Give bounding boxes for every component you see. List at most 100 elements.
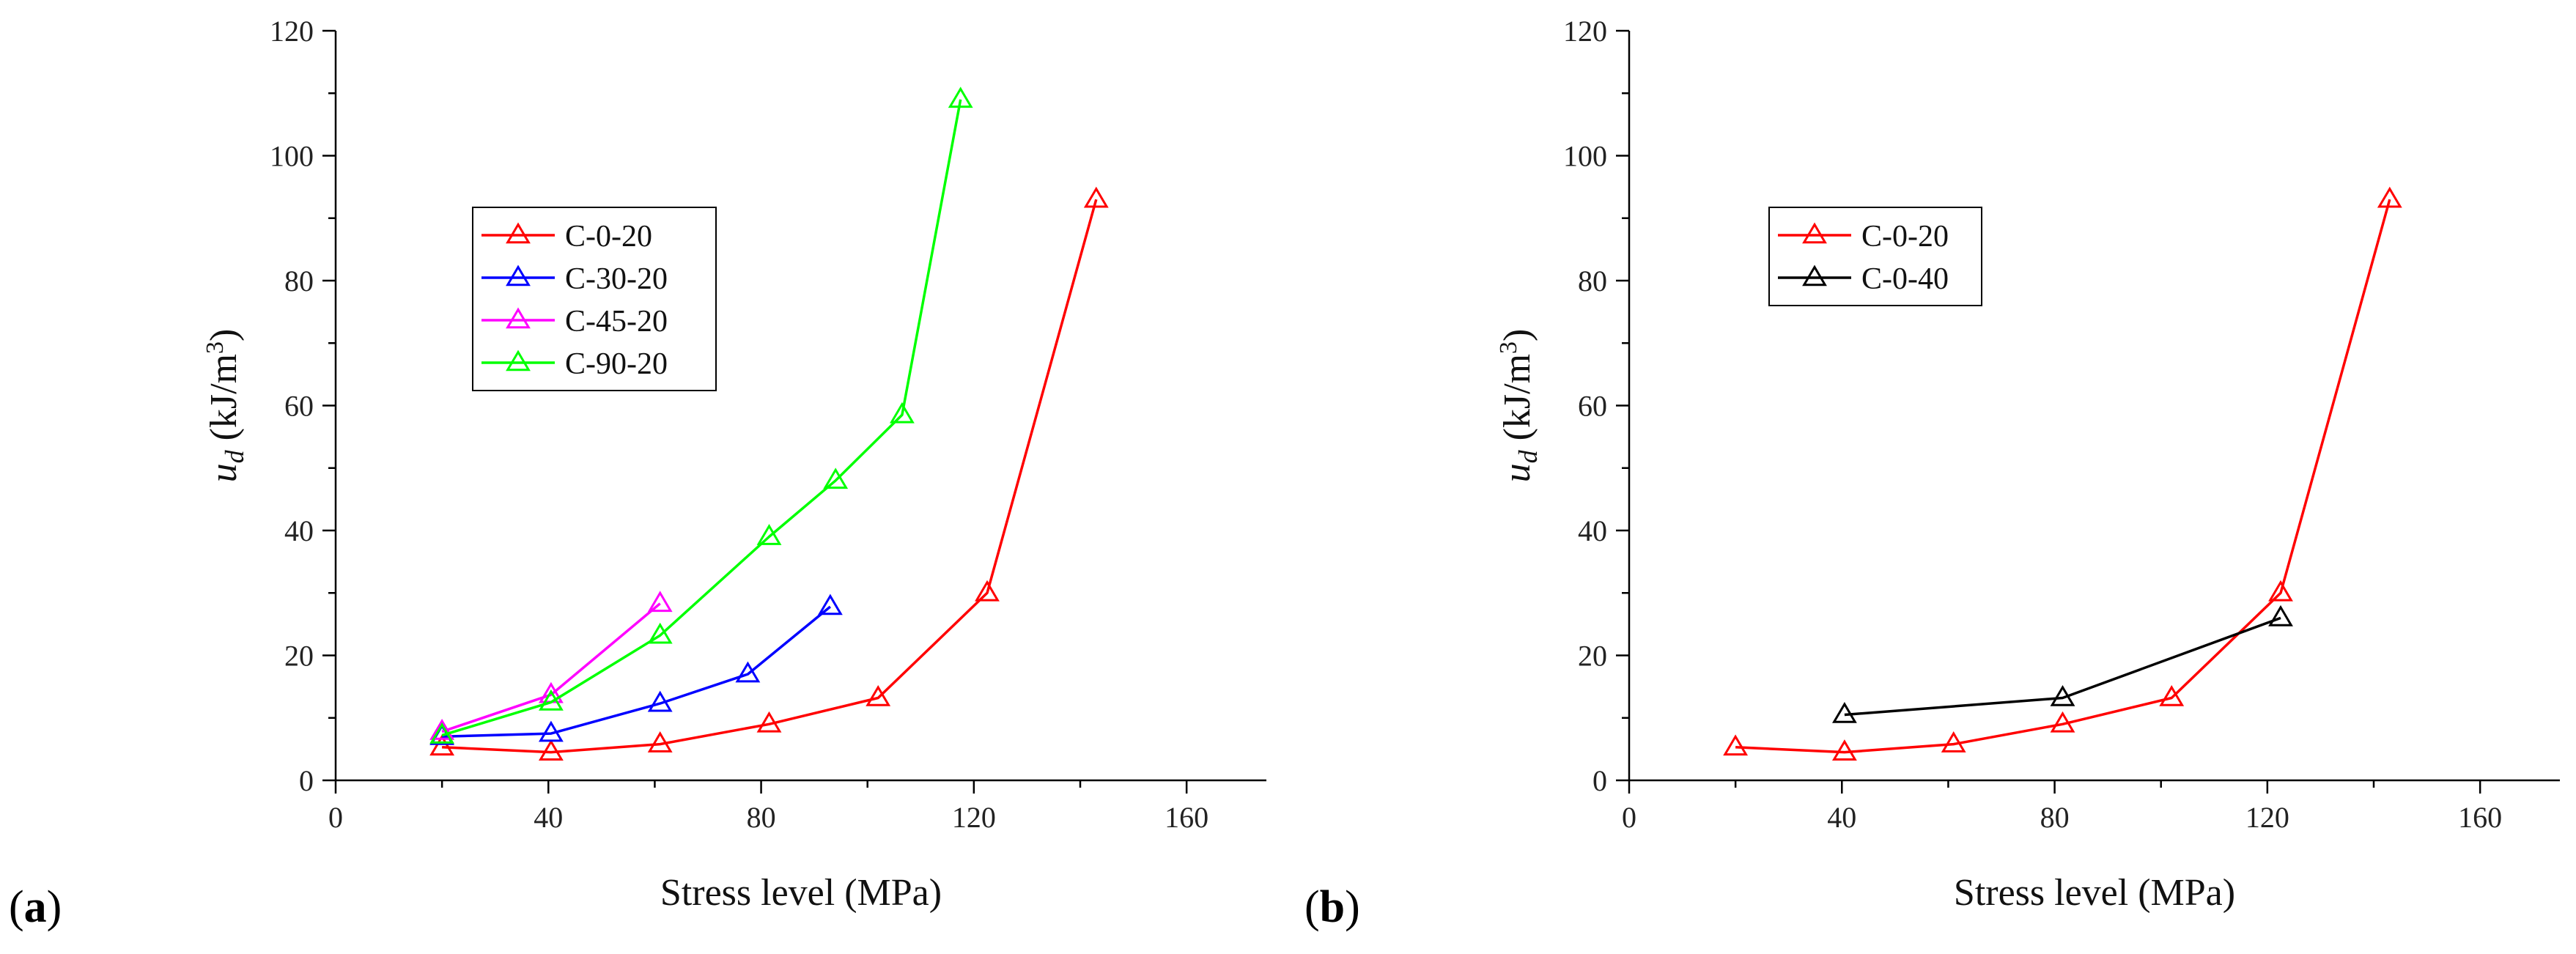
x-tick-label: 80 [2040,801,2070,834]
x-tick-label: 40 [534,801,563,834]
data-point-marker [2159,685,2185,706]
y-tick-label: 20 [1578,640,1607,673]
y-title-superscript: 3 [202,341,229,354]
y-title-symbol: u [203,463,245,482]
chart-panel-a: 0 40 80 120 160 0 20 40 60 80 100 120 Stress level (… [9,15,1266,932]
data-point-marker [889,402,915,424]
data-point-marker [2050,711,2075,733]
y-title-subscript: d [220,449,249,463]
x-axis-title: Stress level (MPa) [660,872,942,914]
y-tick-label: 0 [1593,764,1607,797]
y-title-unit: (kJ/m [203,354,245,450]
series-line [441,99,962,737]
y-tick-label: 80 [284,265,314,297]
legend-marker [506,307,531,329]
panel-label-close: ) [47,882,62,932]
chart-panel-b: 0 40 80 120 160 0 20 40 60 80 100 120 Stress level (… [1304,15,2560,932]
y-title-unit: (kJ/m [1496,354,1538,450]
series-line [442,605,832,739]
x-tick-label: 120 [2245,801,2289,834]
data-point-marker [647,731,673,753]
data-point-marker [2268,580,2293,602]
legend-marker [506,222,531,244]
data-point-marker [756,524,782,545]
y-title-close: ) [1496,329,1538,341]
legend-box [1768,207,1982,306]
legend-label: C-0-20 [565,220,652,254]
series-line [441,602,661,733]
panel-label: (a) [9,882,62,932]
legend-label: C-45-20 [565,305,668,339]
y-tick-label: 120 [270,15,314,48]
data-point-marker [429,719,455,740]
x-tick-label: 80 [747,801,776,834]
series-C-0-40 [1831,604,2293,723]
data-point-marker [975,580,1000,602]
series-C-0-20 [429,186,1109,761]
y-tick-label: 120 [1563,15,1607,48]
legend-label: C-90-20 [565,347,668,381]
panel-label-letter: b [1320,882,1345,932]
panel-label-open: ( [1304,882,1320,932]
x-tick-label: 0 [1622,801,1636,834]
y-tick-label: 0 [299,764,314,797]
x-tick-label: 120 [952,801,996,834]
legend: C-0-20 C-0-40 [1768,207,1982,306]
legend-label: C-0-40 [1861,262,1949,296]
data-point-marker [1723,734,1749,756]
data-point-marker [647,690,673,712]
data-point-marker [1831,739,1857,761]
data-point-marker [823,467,849,489]
data-point-marker [1083,186,1109,208]
series-line [442,199,1098,754]
series-C-90-20 [429,86,973,744]
y-title-symbol: u [1496,463,1538,482]
legend-marker [506,350,531,371]
legend: C-0-20 C-30-20 C-45-20 C-90-20 [472,207,717,391]
legend-marker [506,265,531,286]
series-C-45-20 [429,591,673,740]
legend-label: C-30-20 [565,262,668,296]
y-axis-title: ud (kJ/m3) [1495,329,1543,483]
panel-label-letter: a [24,882,47,932]
data-point-marker [1941,731,1966,753]
y-tick-label: 40 [284,514,314,547]
data-point-marker [538,689,564,711]
data-point-marker [2268,604,2293,626]
y-title-superscript: 3 [1495,341,1522,354]
y-tick-label: 20 [284,640,314,673]
y-title-subscript: d [1513,449,1543,463]
y-axis-title: ud (kJ/m3) [202,329,249,483]
data-point-marker [756,711,782,733]
data-point-marker [2377,186,2402,208]
data-point-marker [647,622,673,644]
x-tick-label: 160 [2458,801,2502,834]
y-title-close: ) [203,329,245,341]
data-point-marker [1831,702,1857,723]
series-C-0-20 [1723,186,2402,761]
x-tick-label: 160 [1165,801,1208,834]
data-point-marker [948,86,973,108]
data-point-marker [647,591,673,613]
y-tick-label: 100 [1563,140,1607,173]
x-axis-title: Stress level (MPa) [1954,872,2235,914]
data-point-marker [429,722,455,744]
data-point-marker [429,734,455,756]
x-tick-label: 40 [1827,801,1856,834]
series-C-30-20 [429,594,843,745]
legend-marker [1802,265,1827,286]
data-point-marker [538,720,564,742]
panel-label-close: ) [1345,882,1360,932]
data-point-marker [2050,685,2075,706]
data-point-marker [538,739,564,761]
legend-label: C-0-20 [1861,220,1949,254]
data-point-marker [817,594,843,615]
data-point-marker [866,685,891,706]
panel-label: (b) [1304,882,1360,932]
series-line [1735,199,2391,754]
y-tick-label: 80 [1578,265,1607,297]
panel-label-open: ( [9,882,24,932]
series-line [1844,616,2281,717]
x-tick-label: 0 [328,801,343,834]
